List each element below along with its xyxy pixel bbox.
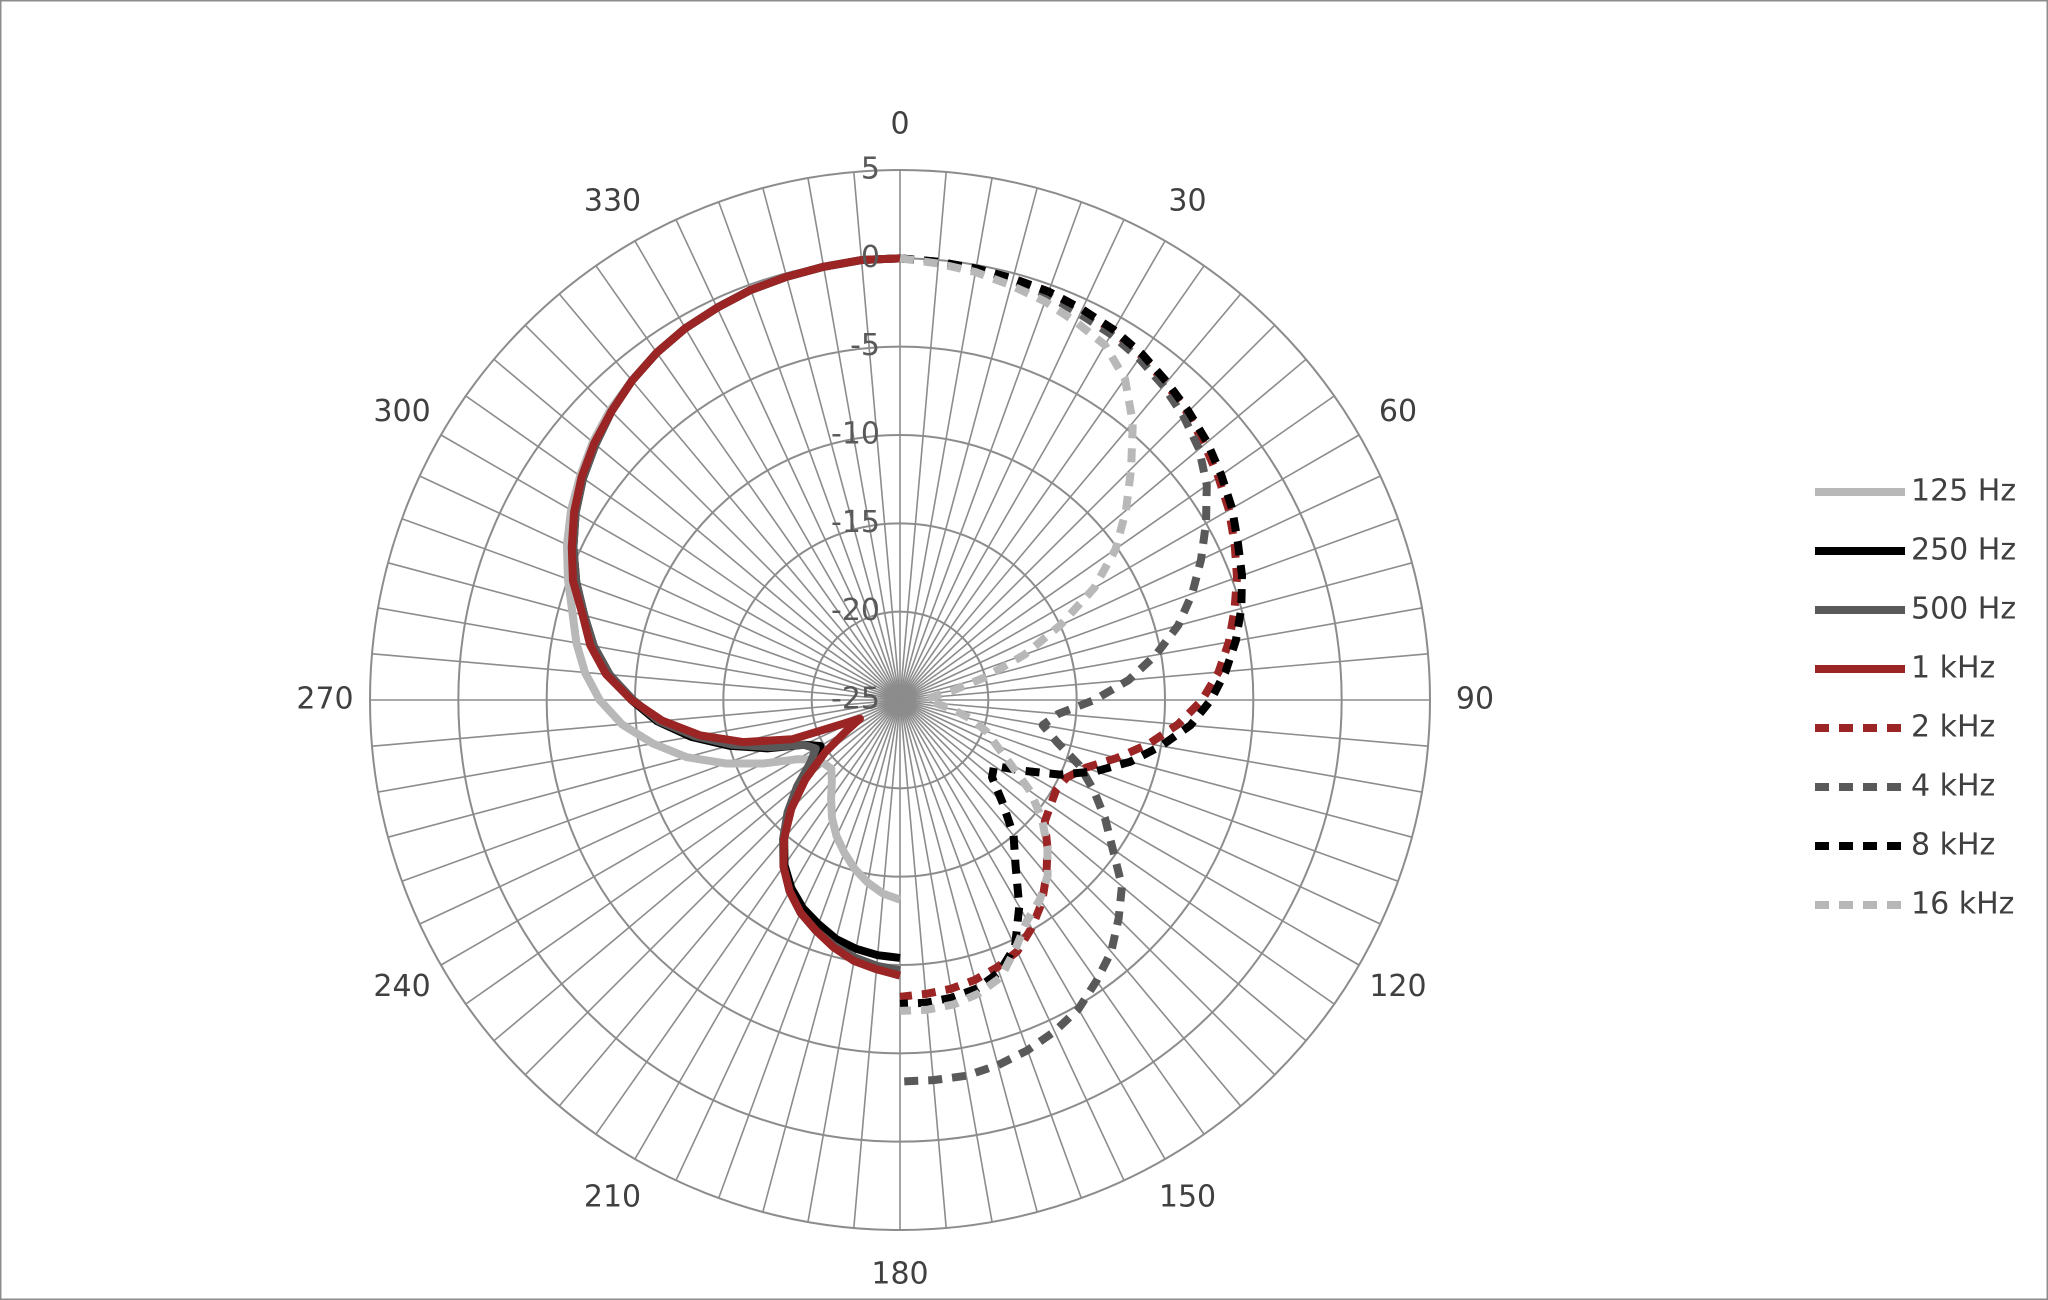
- spoke: [558, 699, 901, 1107]
- spoke: [899, 240, 1166, 701]
- angle-label: 300: [373, 394, 430, 429]
- spoke: [440, 434, 901, 701]
- spoke: [899, 434, 1360, 701]
- spoke: [899, 187, 1038, 701]
- spoke: [595, 265, 901, 701]
- spoke: [675, 699, 901, 1181]
- spoke: [899, 699, 1083, 1199]
- legend-label: 8 kHz: [1911, 828, 1995, 863]
- spoke: [899, 293, 1242, 701]
- spoke: [899, 475, 1381, 701]
- spoke: [899, 699, 1413, 838]
- spoke: [371, 653, 901, 701]
- spoke: [493, 358, 901, 701]
- legend-label: 125 Hz: [1911, 474, 2016, 509]
- spoke: [465, 395, 901, 701]
- angle-label: 0: [890, 107, 909, 142]
- spoke: [899, 699, 1429, 747]
- spoke: [419, 699, 901, 925]
- spoke: [899, 699, 1242, 1107]
- legend-label: 1 kHz: [1911, 651, 1995, 686]
- series-line: [899, 254, 1211, 1086]
- r-tick-label: -5: [850, 328, 880, 363]
- r-tick-label: -20: [831, 593, 880, 628]
- angle-label: 90: [1456, 682, 1494, 717]
- spoke: [899, 699, 947, 1229]
- legend-label: 250 Hz: [1911, 533, 2016, 568]
- series-line: [567, 256, 902, 980]
- spoke: [899, 517, 1399, 701]
- r-tick-label: -25: [831, 682, 880, 717]
- spoke: [387, 562, 901, 701]
- spoke: [899, 699, 1381, 925]
- spoke: [899, 699, 1205, 1135]
- angle-label: 120: [1369, 969, 1426, 1004]
- spoke: [634, 699, 901, 1160]
- spoke: [899, 201, 1083, 701]
- spoke: [717, 699, 901, 1199]
- spoke: [675, 219, 901, 701]
- spoke: [634, 240, 901, 701]
- spoke: [493, 699, 901, 1042]
- spoke: [371, 699, 901, 747]
- angle-label: 30: [1168, 184, 1206, 219]
- legend-label: 4 kHz: [1911, 769, 1995, 804]
- angle-label: 330: [584, 184, 641, 219]
- series-line: [899, 254, 1246, 1008]
- spoke: [524, 324, 901, 701]
- spoke: [401, 517, 901, 701]
- spoke: [899, 653, 1429, 701]
- series-line: [899, 254, 1137, 1015]
- spoke: [558, 293, 901, 701]
- spoke: [377, 699, 901, 793]
- spoke: [899, 699, 1276, 1076]
- spoke: [899, 699, 1423, 793]
- r-tick-label: -10: [831, 417, 880, 452]
- spoke: [899, 699, 1360, 966]
- angle-label: 60: [1379, 394, 1417, 429]
- angle-label: 210: [584, 1179, 641, 1214]
- spoke: [899, 699, 1307, 1042]
- r-tick-label: 0: [861, 240, 880, 275]
- spoke: [899, 219, 1125, 701]
- legend-label: 16 kHz: [1911, 887, 2014, 922]
- angle-label: 240: [373, 969, 430, 1004]
- spoke: [762, 699, 901, 1213]
- angle-label: 270: [296, 682, 353, 717]
- spoke: [899, 324, 1276, 701]
- spoke: [899, 699, 993, 1223]
- spoke: [899, 699, 1038, 1213]
- spoke: [717, 201, 901, 701]
- spoke: [899, 358, 1307, 701]
- legend-label: 2 kHz: [1911, 710, 1995, 745]
- spoke: [524, 699, 901, 1076]
- spoke: [595, 699, 901, 1135]
- r-tick-label: -15: [831, 505, 880, 540]
- spoke: [377, 607, 901, 701]
- angle-label: 150: [1159, 1179, 1216, 1214]
- legend-label: 500 Hz: [1911, 592, 2016, 627]
- spoke: [899, 265, 1205, 701]
- spoke: [419, 475, 901, 701]
- angle-label: 180: [871, 1257, 928, 1292]
- series-wrap-segment: [861, 254, 901, 265]
- spoke: [387, 699, 901, 838]
- spoke: [899, 171, 947, 701]
- r-tick-label: 5: [861, 152, 880, 187]
